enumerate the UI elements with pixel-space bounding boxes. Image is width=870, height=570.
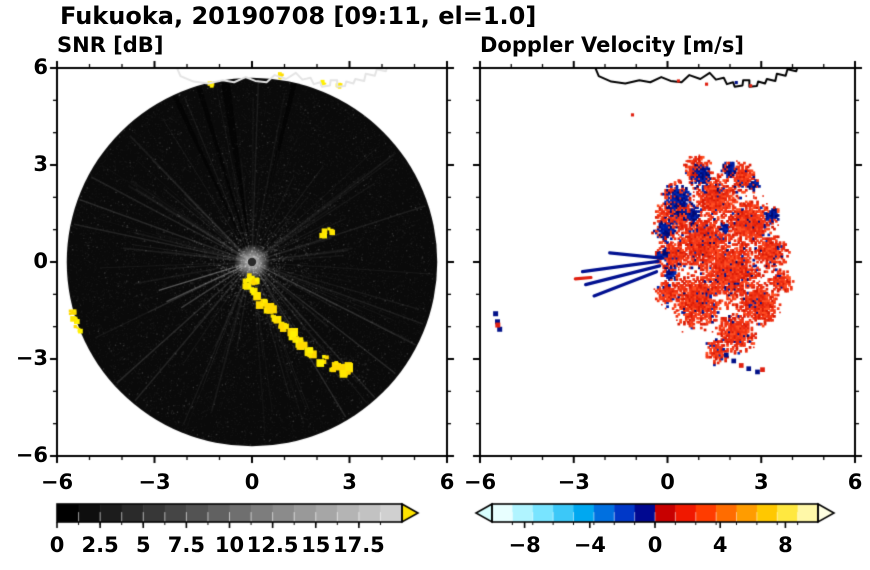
snr-ytick-label: −3 — [15, 346, 48, 370]
velocity-xtick-label: 6 — [847, 470, 863, 494]
velocity-xtick-label: 3 — [753, 470, 769, 494]
snr-xtick-label: 3 — [342, 470, 357, 494]
snr-colorbar-label: 2.5 — [81, 533, 119, 557]
snr-ytick-label: −6 — [15, 443, 48, 467]
snr-xtick-label: −6 — [40, 470, 74, 494]
snr-xtick-label: 6 — [439, 470, 455, 494]
snr-ytick-label: 0 — [33, 249, 48, 273]
snr-colorbar-label: 12.5 — [246, 533, 299, 557]
velocity-xtick-label: 0 — [660, 470, 675, 494]
snr-colorbar-label: 5 — [135, 533, 151, 557]
velocity-colorbar-label: 8 — [778, 533, 793, 557]
snr-colorbar-label: 10 — [214, 533, 245, 557]
snr-colorbar-label: 15 — [301, 533, 331, 557]
velocity-panel-title: Doppler Velocity [m/s] — [480, 33, 744, 57]
velocity-xtick-label: −6 — [463, 470, 497, 494]
velocity-colorbar-label: 0 — [647, 533, 663, 557]
velocity-colorbar-label: 4 — [712, 533, 728, 557]
snr-ytick-label: 3 — [33, 152, 48, 176]
snr-colorbar-label: 17.5 — [332, 533, 385, 557]
snr-colorbar-label: 0 — [49, 533, 65, 557]
figure-title: Fukuoka, 20190708 [09:11, el=1.0] — [60, 2, 537, 30]
velocity-colorbar-label: −4 — [573, 533, 606, 557]
snr-panel-title: SNR [dB] — [57, 33, 164, 57]
snr-xtick-label: −3 — [138, 470, 171, 494]
snr-ytick-label: 6 — [33, 55, 48, 79]
velocity-colorbar-label: −8 — [508, 533, 541, 557]
velocity-xtick-label: −3 — [557, 470, 590, 494]
snr-colorbar-label: 7.5 — [167, 533, 205, 557]
snr-xtick-label: 0 — [244, 470, 260, 494]
